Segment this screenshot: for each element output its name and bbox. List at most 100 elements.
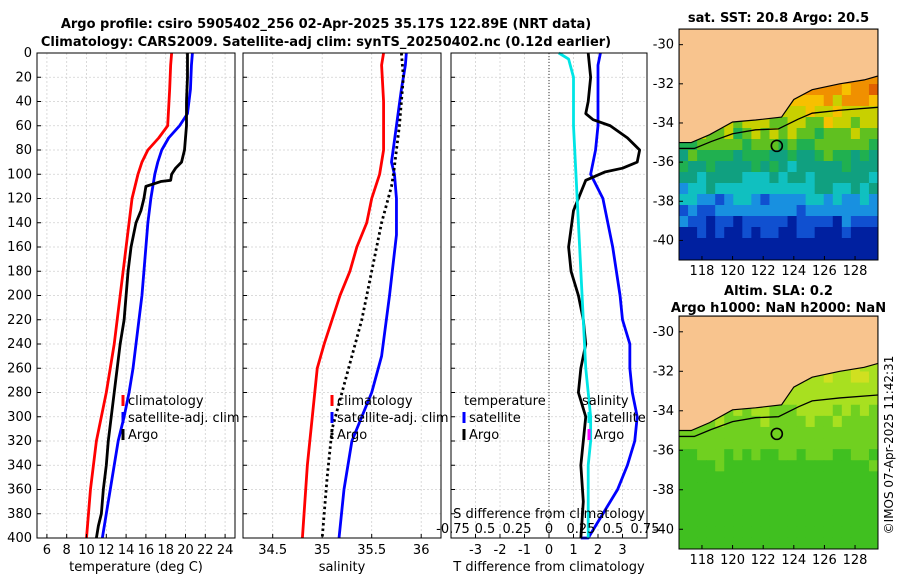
map-cell xyxy=(841,537,852,549)
map-cell xyxy=(859,194,870,206)
map-cell xyxy=(760,172,771,184)
map-cell xyxy=(769,139,780,151)
x-tick-label: 1 xyxy=(569,543,577,558)
map-cell xyxy=(688,249,698,260)
map-cell xyxy=(823,139,834,151)
map-cell xyxy=(706,216,716,228)
map-cell xyxy=(688,238,698,250)
map-cell xyxy=(769,183,780,195)
map-cell xyxy=(742,205,752,217)
map-cell xyxy=(787,117,798,129)
map-cell xyxy=(805,404,816,417)
map-cell xyxy=(733,515,743,528)
map-cell xyxy=(787,172,798,184)
map-cell xyxy=(679,150,689,162)
map-cell xyxy=(724,526,734,539)
difference-panel: -3 -2 -1 0 1 2 3 T difference from climatology t… xyxy=(436,51,659,575)
map-cell xyxy=(688,183,698,195)
map-cell xyxy=(769,515,780,528)
map-cell xyxy=(868,493,878,506)
map-x-tick-label: 128 xyxy=(843,264,868,279)
map-cell xyxy=(706,172,716,184)
map-cell xyxy=(823,438,834,450)
map-cell xyxy=(841,393,852,406)
map-cell xyxy=(733,128,743,140)
map-cell xyxy=(796,172,807,184)
map-cell xyxy=(796,249,807,260)
map-cell xyxy=(688,139,698,151)
map-cell xyxy=(751,471,762,484)
map-cell xyxy=(697,216,707,228)
map-cell xyxy=(724,128,734,140)
map-cell xyxy=(832,205,843,217)
map-cell xyxy=(760,194,771,206)
land-area xyxy=(679,29,878,144)
legend-label: Argo xyxy=(128,428,158,443)
x-tick-label: -2 xyxy=(494,543,507,558)
map-cell xyxy=(787,526,798,539)
map-cell xyxy=(859,426,870,439)
map-cell xyxy=(769,438,780,450)
map-cell xyxy=(805,504,816,517)
map-cell xyxy=(706,471,716,484)
map-cell xyxy=(742,216,752,228)
legend-label: satellite xyxy=(594,411,646,426)
map-cell xyxy=(841,194,852,206)
map-cell xyxy=(733,183,743,195)
map-cell xyxy=(733,194,743,206)
map-cell xyxy=(814,183,825,195)
map-cell xyxy=(751,249,762,260)
map-x-tick-label: 126 xyxy=(812,264,837,279)
map-cell xyxy=(769,460,780,472)
legend-label: satellite-adj. clim xyxy=(128,411,240,426)
map-cell xyxy=(814,150,825,162)
map-cell xyxy=(733,426,743,439)
map-cell xyxy=(868,95,878,107)
map-cell xyxy=(823,216,834,228)
map-cell xyxy=(841,106,852,118)
map-cell xyxy=(706,227,716,239)
map-cell xyxy=(823,161,834,173)
map-cell xyxy=(724,183,734,195)
map-cell xyxy=(715,128,725,140)
y-tick-label: 140 xyxy=(7,216,32,231)
map-cell xyxy=(814,238,825,250)
map-cell xyxy=(778,227,789,239)
map-cell xyxy=(733,460,743,472)
map-cell xyxy=(724,172,734,184)
map-cell xyxy=(787,404,798,417)
map-cell xyxy=(850,537,861,549)
map-cell xyxy=(796,117,807,129)
map-cell xyxy=(841,526,852,539)
map-cell xyxy=(832,493,843,506)
map-cell xyxy=(778,449,789,461)
map-cell xyxy=(859,515,870,528)
map-cell xyxy=(688,537,698,549)
map-y-tick-label: -38 xyxy=(653,483,674,498)
map-cell xyxy=(796,216,807,228)
map-cell xyxy=(787,493,798,506)
map-cell xyxy=(688,194,698,206)
x-tick-label: 0 xyxy=(545,543,553,558)
x-tick-label: 24 xyxy=(217,543,234,558)
map-cell xyxy=(787,216,798,228)
map-cell xyxy=(823,371,834,384)
map-cell xyxy=(769,493,780,506)
map-cell xyxy=(742,471,752,484)
map-cell xyxy=(859,504,870,517)
map-cell xyxy=(769,504,780,517)
series-climatology xyxy=(85,52,174,539)
map-cell xyxy=(850,194,861,206)
map-frame xyxy=(678,315,879,550)
map-cell xyxy=(688,227,698,239)
map-cell xyxy=(760,537,771,549)
map-cell xyxy=(805,249,816,260)
map-cell xyxy=(814,371,825,384)
map-cell xyxy=(751,515,762,528)
map-cell xyxy=(814,205,825,217)
map-cell xyxy=(868,504,878,517)
map-cell xyxy=(841,404,852,417)
map-cell xyxy=(724,537,734,549)
map-cell xyxy=(787,205,798,217)
map-cell xyxy=(832,504,843,517)
